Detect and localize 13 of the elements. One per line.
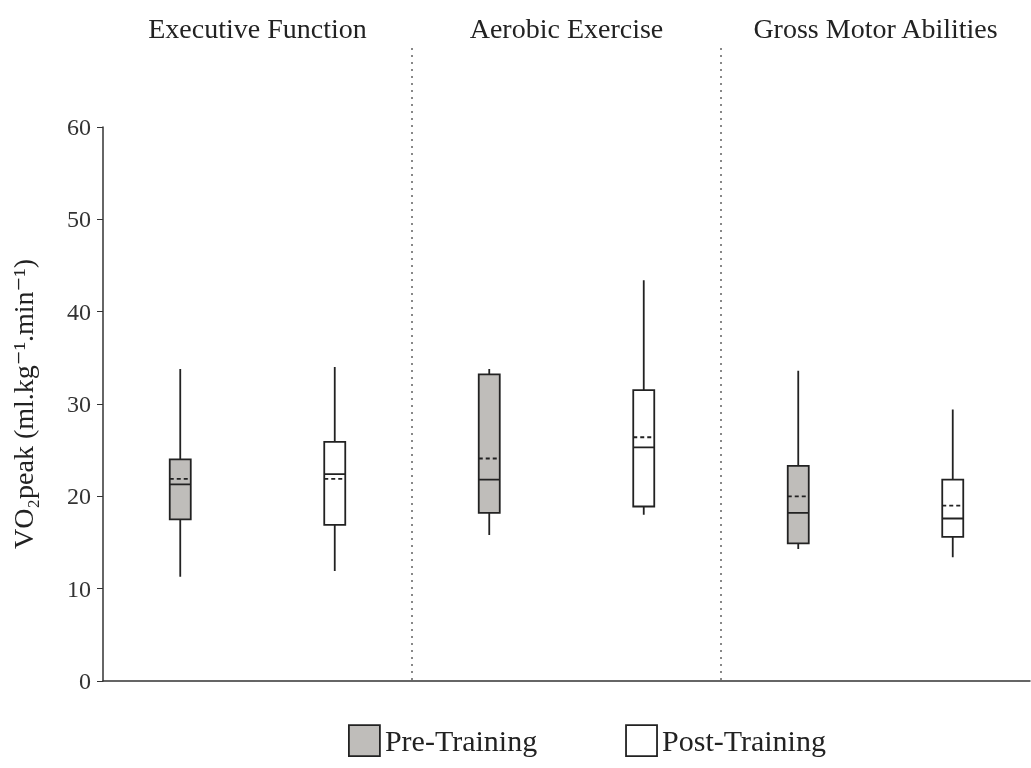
x-tick-label: Gross Motor Abilities [753,12,998,44]
y-tick-label: 60 [67,114,91,140]
x-tick-label: Aerobic Exercise [469,12,664,44]
legend-label: Post-Training [662,724,826,758]
y-tick-label: 20 [67,483,91,510]
y-tick-label: 40 [67,298,91,325]
y-axis-title: VO₂peak (ml.kg⁻¹.min⁻¹) [7,258,39,550]
legend-label: Pre-Training [384,724,538,758]
y-tick-label: 0 [79,668,91,694]
y-tick-label: 30 [67,391,91,417]
x-tick-label: Executive Function [148,12,367,44]
y-tick-label: 50 [67,206,91,233]
y-tick-label: 10 [67,575,91,602]
